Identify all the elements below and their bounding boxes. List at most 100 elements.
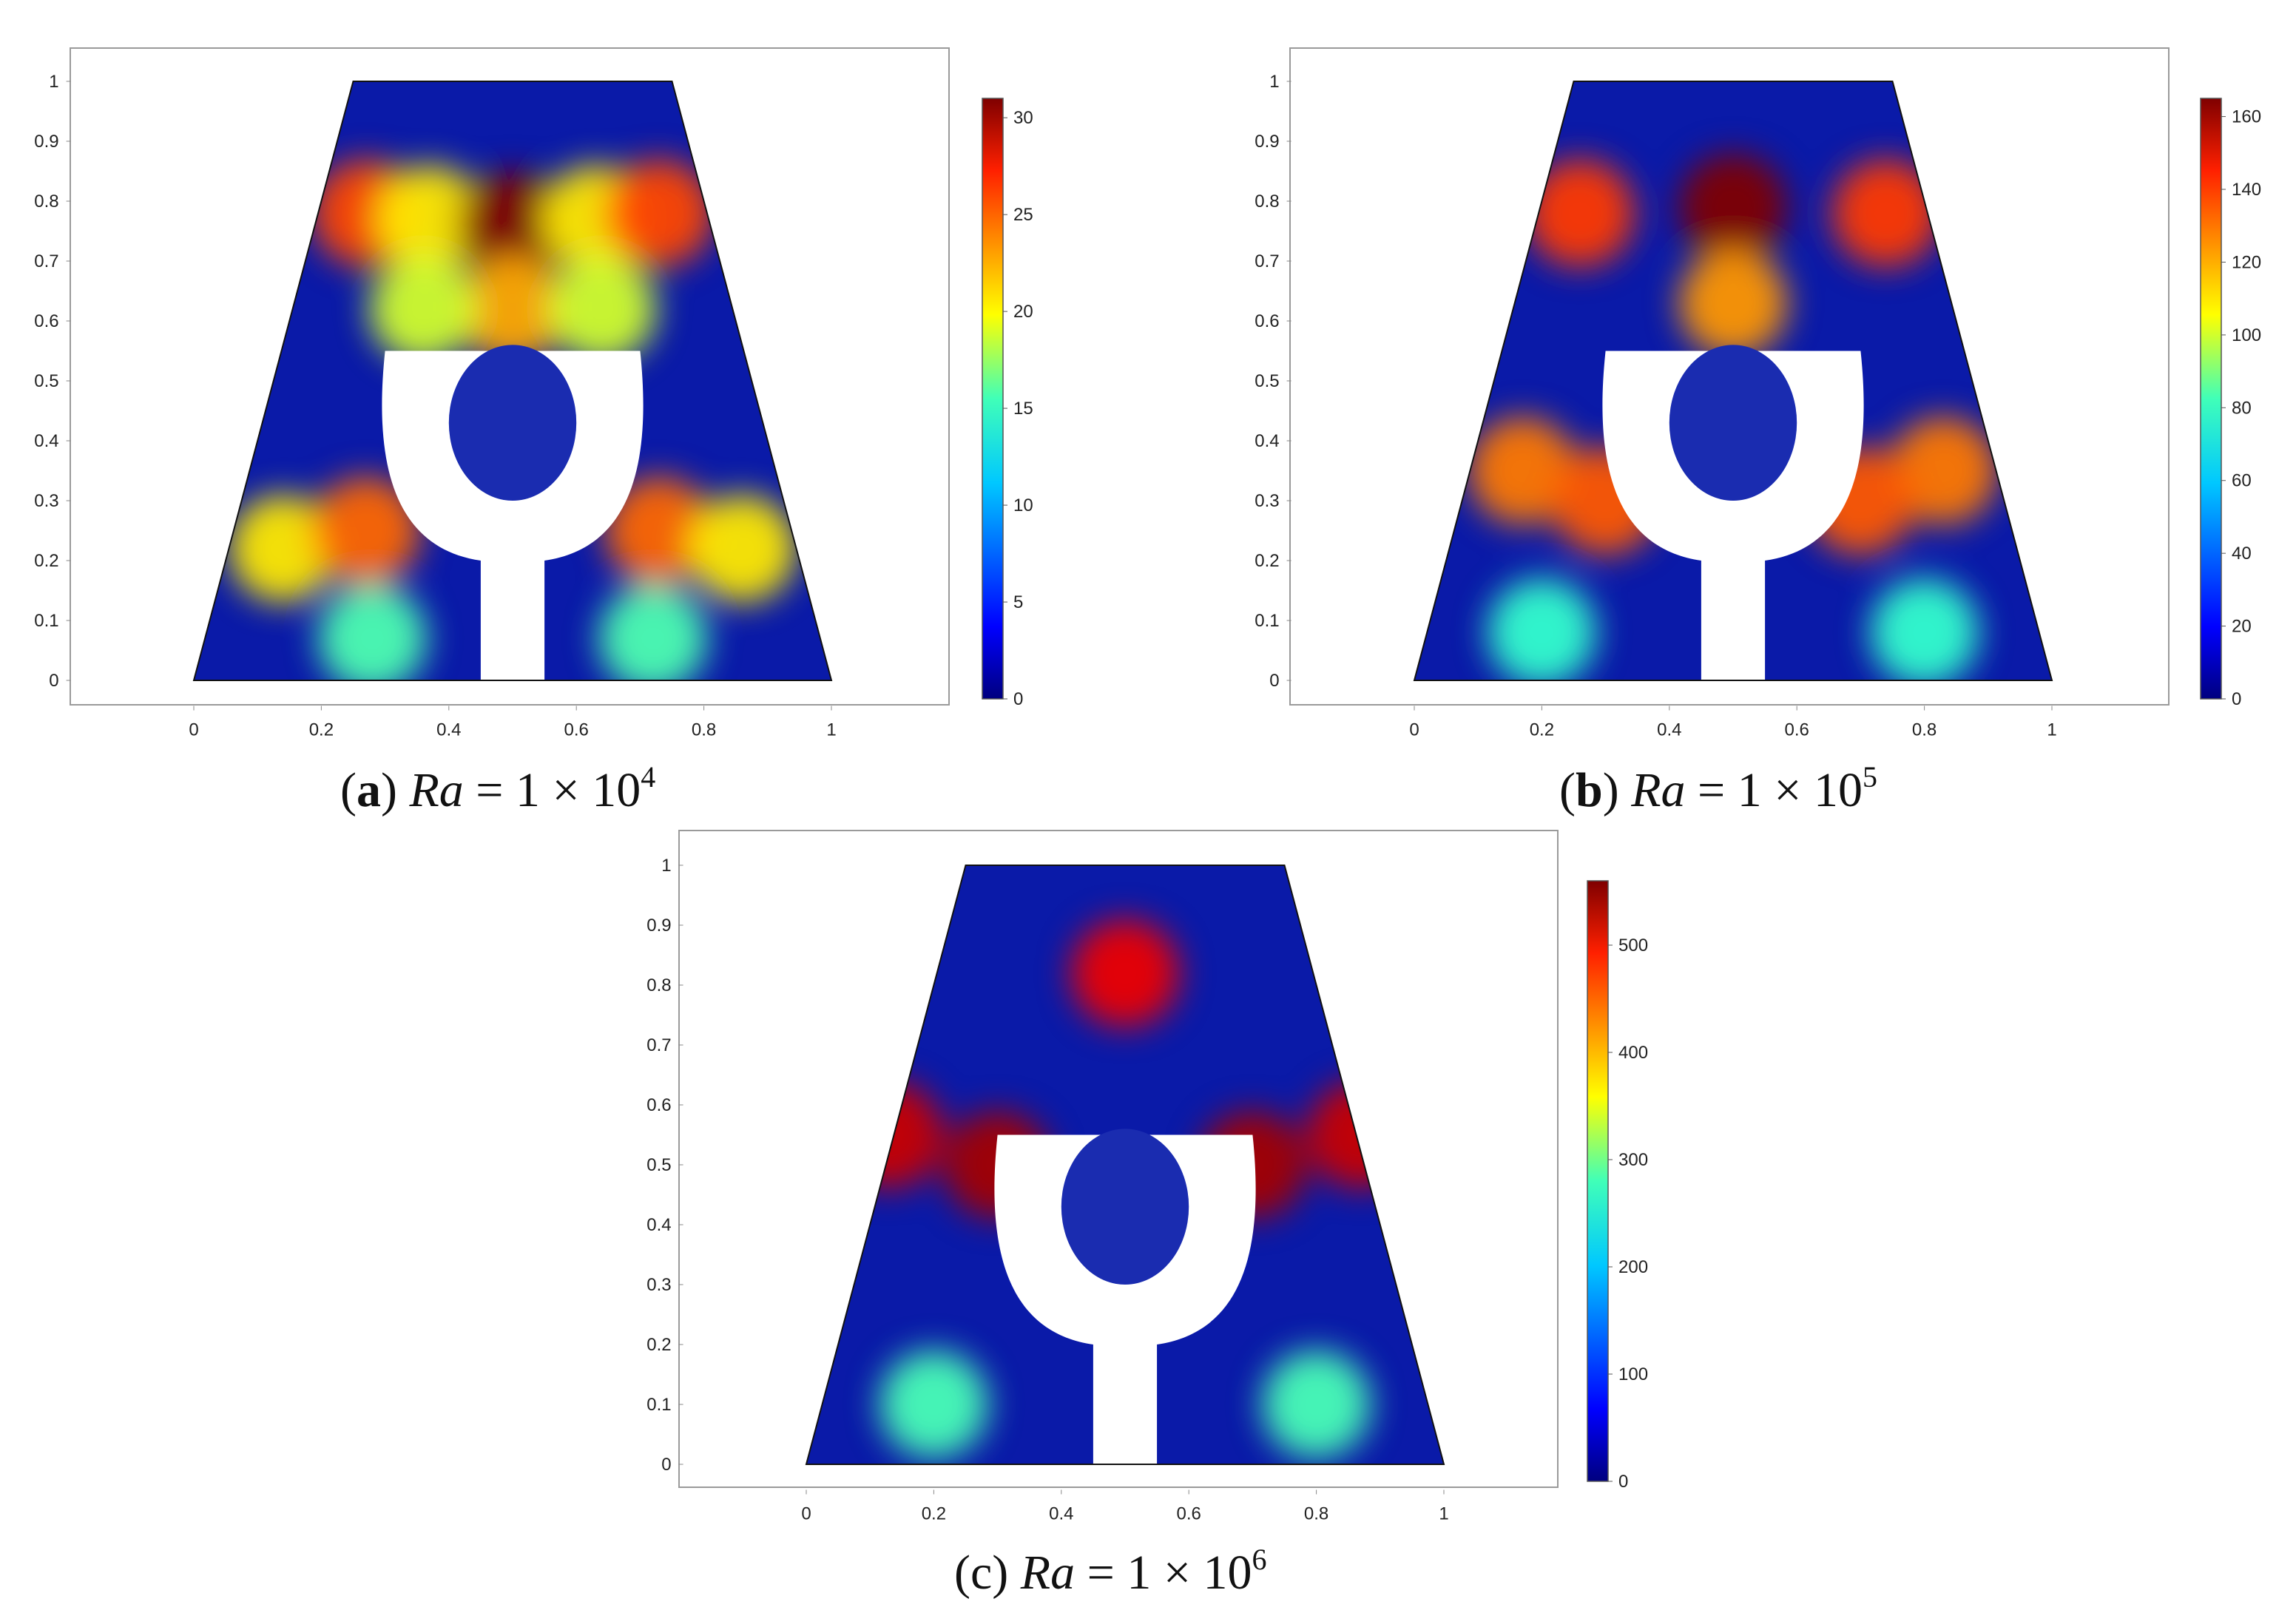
colorbar [982,98,1004,700]
inner-body [448,345,577,501]
caption-variable: Ra [1020,1546,1075,1600]
y-tick-label: 0 [1269,671,1279,691]
field-cell [1831,159,1941,268]
x-tick-label: 0 [189,720,198,740]
y-tick-label: 0.5 [34,371,58,391]
y-tick-label: 0.4 [34,431,58,451]
colorbar-ticks: 0 20 40 60 80 100 120 140 160 [2221,107,2261,709]
field-cell [547,254,656,363]
y-tick-label: 0.1 [646,1395,671,1415]
colorbar-tick-label: 20 [1013,302,1033,322]
panel-letter: a [357,763,381,817]
x-tick-label: 0.8 [1304,1504,1328,1524]
colorbar [2200,98,2222,700]
caption-variable: Ra [408,763,463,817]
field-cell [1468,416,1577,525]
x-tick-label: 0.2 [309,720,334,740]
colorbar-tick-label: 0 [1013,689,1023,709]
colorbar-tick-label: 300 [1618,1150,1648,1170]
colorbar-tick-label: 0 [2232,689,2241,709]
x-tick-label: 0.6 [1177,1504,1201,1524]
y-tick-label: 0.9 [1255,132,1279,152]
obstacle-cutout [382,351,644,680]
field-cell [1070,919,1180,1027]
y-tick-label: 0.7 [646,1035,671,1055]
caption-equation: = 1 × 10 [1075,1546,1252,1600]
y-tick-label: 1 [1269,72,1279,92]
field-cell [688,494,797,603]
colorbar-tick-label: 400 [1618,1043,1648,1063]
colorbar-tick-label: 100 [1618,1364,1648,1384]
colorbar-tick-label: 5 [1013,592,1023,612]
y-axis-ticks: 0 0.1 0.2 0.3 0.4 0.5 0.6 0.7 0.8 0.9 1 [1255,72,1292,691]
panel-c: 0 0.2 0.4 0.6 0.8 1 0 0.1 0.2 0.3 0.4 0.5 0.6 0.7 0.8… [646,830,1648,1600]
panel-letter: c [970,1546,992,1600]
y-tick-label: 0.3 [34,491,58,511]
y-tick-label: 0.6 [34,311,58,331]
colorbar-tick-label: 40 [2232,544,2252,564]
caption-exponent: 5 [1863,760,1877,794]
colorbar-ticks: 0 100 200 300 400 500 [1608,936,1648,1492]
colorbar-tick-label: 60 [2232,471,2252,491]
y-axis-ticks: 0 0.1 0.2 0.3 0.4 0.5 0.6 0.7 0.8 0.9 1 [646,856,683,1475]
caption-equation: = 1 × 10 [464,763,641,817]
field-cell [604,159,714,268]
colorbar-tick-label: 200 [1618,1257,1648,1277]
field-cell [458,254,567,363]
panel-a: 0 0.2 0.4 0.6 0.8 1 0 0.1 0.2 0.3 0.4 0.5 0.6 0.7 0.8… [34,47,1033,817]
field-cell [318,584,427,680]
field-cell [1488,578,1596,680]
velocity-field [1413,81,2053,681]
field-cell [1262,1350,1371,1458]
colorbar-tick-label: 80 [2232,398,2252,418]
x-tick-label: 0.2 [1530,720,1554,740]
y-tick-label: 0.6 [1255,311,1279,331]
colorbar-tick-label: 100 [2232,325,2261,345]
y-tick-label: 0.8 [646,975,671,995]
velocity-field [192,81,833,681]
y-tick-label: 0.2 [646,1335,671,1355]
x-tick-label: 0 [1409,720,1419,740]
y-tick-label: 0.4 [646,1215,671,1235]
y-axis-ticks: 0 0.1 0.2 0.3 0.4 0.5 0.6 0.7 0.8 0.9 1 [34,72,71,691]
y-tick-label: 0 [49,671,58,691]
inner-body [1669,345,1797,501]
domain-outline [805,865,1445,1465]
caption-variable: Ra [1630,763,1685,817]
field-cell [458,171,567,280]
y-tick-label: 0.1 [1255,611,1279,631]
x-tick-label: 0 [801,1504,811,1524]
x-axis-ticks: 0 0.2 0.4 0.6 0.8 1 [189,706,837,740]
field-cell [879,1350,988,1458]
x-tick-label: 0.4 [436,720,461,740]
field-cell [375,165,484,274]
y-tick-label: 0.5 [1255,371,1279,391]
colorbar-tick-label: 20 [2232,617,2252,637]
y-tick-label: 0.9 [34,132,58,152]
inner-body [1061,1129,1189,1285]
y-tick-label: 1 [49,72,58,92]
x-tick-label: 0.4 [1657,720,1681,740]
y-tick-label: 0.5 [646,1155,671,1175]
caption-exponent: 4 [641,760,655,794]
obstacle-cutout [1602,351,1864,680]
y-tick-label: 0.1 [34,611,58,631]
y-tick-label: 0.2 [34,551,58,571]
x-tick-label: 0.6 [564,720,589,740]
x-axis-ticks: 0 0.2 0.4 0.6 0.8 1 [1409,706,2057,740]
colorbar-tick-label: 140 [2232,180,2261,200]
panel-b: 0 0.2 0.4 0.6 0.8 1 0 0.1 0.2 0.3 0.4 0.5 0.6 0.7 0.8… [1255,47,2261,817]
colorbar-tick-label: 30 [1013,108,1033,128]
field-cell [311,476,421,585]
x-tick-label: 1 [826,720,836,740]
x-axis-ticks: 0 0.2 0.4 0.6 0.8 1 [801,1489,1449,1524]
domain-outline [1413,81,2053,681]
field-cell [1870,578,1979,680]
field-cell [229,494,337,603]
y-tick-label: 0.9 [646,916,671,936]
y-tick-label: 0.7 [34,251,58,271]
y-tick-label: 0.3 [646,1275,671,1295]
field-cell [604,476,714,585]
x-tick-label: 0.8 [692,720,716,740]
field-cell [369,254,478,363]
